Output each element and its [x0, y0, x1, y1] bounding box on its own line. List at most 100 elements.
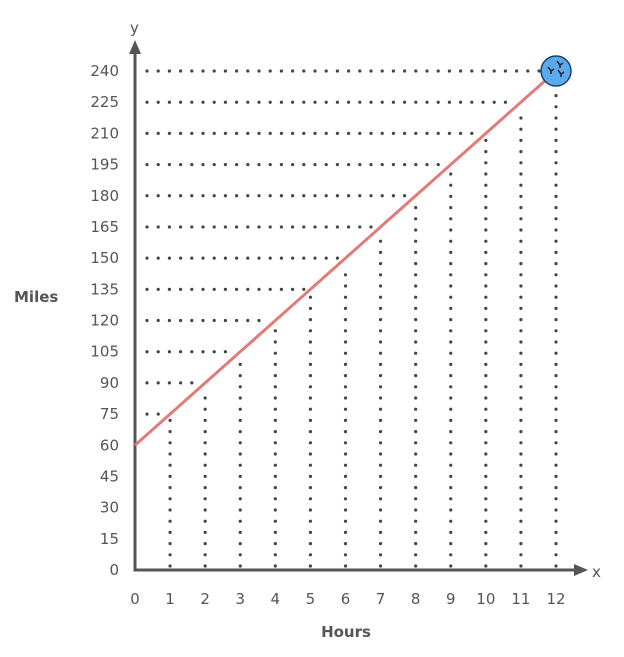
guide-dot: [343, 430, 348, 434]
guide-dot: [484, 441, 488, 445]
series-line: [134, 69, 557, 447]
guide-dot: [554, 519, 558, 523]
guide-dot: [554, 295, 558, 299]
guide-dot: [156, 194, 160, 198]
guide-dot: [156, 131, 160, 135]
guide-dot: [308, 486, 313, 490]
guide-dot: [484, 262, 488, 266]
guide-dot: [380, 69, 384, 73]
y-axis-letter: y: [130, 19, 139, 37]
guide-dot: [378, 396, 383, 400]
guide-dot: [179, 350, 183, 354]
guide-dot: [391, 100, 395, 104]
guide-dot: [238, 486, 242, 490]
bird-shape: [556, 60, 564, 68]
guide-dot: [343, 474, 348, 478]
guide-dot: [335, 162, 339, 167]
guide-dot: [484, 362, 488, 366]
guide-dot: [449, 519, 453, 523]
guide-dot: [519, 418, 523, 422]
guide-dot: [484, 430, 488, 434]
guide-dot: [414, 295, 418, 299]
x-tick-label: 5: [306, 590, 316, 608]
guide-dot: [358, 194, 362, 198]
guide-dot: [484, 250, 488, 254]
guide-dot: [380, 131, 384, 135]
guide-dot: [484, 217, 488, 221]
guide-dot: [179, 318, 183, 323]
guide-dot: [167, 381, 171, 385]
guide-dot: [335, 194, 339, 198]
guide-dot: [519, 250, 523, 254]
guide-dot: [179, 381, 183, 385]
x-tick-label: 10: [476, 590, 495, 608]
guide-dot: [203, 452, 207, 456]
guide-dot: [257, 225, 261, 229]
guide-dot: [449, 284, 453, 288]
guide-dot: [484, 194, 488, 198]
guide-dot: [273, 351, 277, 355]
guide-dot: [369, 194, 373, 198]
guide-dot: [273, 497, 277, 501]
guide-dot: [519, 228, 523, 232]
guide-dot: [519, 295, 523, 299]
x-axis-letter: x: [592, 563, 601, 581]
guide-dot: [378, 318, 383, 322]
guide-dot: [449, 553, 453, 557]
guide-dot: [484, 508, 488, 512]
guide-dot: [554, 340, 558, 344]
guide-dot: [273, 530, 277, 535]
guide-dot: [554, 172, 558, 176]
guide-dot: [519, 508, 523, 512]
guide-dot: [554, 250, 558, 254]
guide-dot: [343, 441, 348, 445]
guide-dot: [369, 162, 373, 167]
guide-dot: [519, 161, 523, 165]
guide-dot: [190, 381, 194, 385]
guide-dot: [484, 329, 488, 333]
guide-dot: [145, 412, 149, 416]
guide-dot: [391, 131, 395, 135]
y-tick-label: 225: [90, 93, 119, 111]
guide-dot: [519, 430, 523, 434]
guide-dot: [519, 239, 523, 243]
guide-dot: [268, 131, 272, 135]
guide-dot: [168, 430, 172, 434]
guide-dot: [484, 318, 488, 322]
guide-dot: [212, 350, 216, 354]
guide-dot: [190, 194, 194, 198]
guide-dot: [212, 131, 216, 135]
guide-dot: [414, 374, 418, 378]
y-tick-label: 240: [90, 62, 119, 80]
guide-dot: [414, 306, 418, 310]
guide-dot: [519, 542, 523, 546]
guide-dot: [145, 225, 149, 229]
guide-dot: [449, 250, 453, 254]
guide-dot: [308, 396, 313, 400]
guide-dot: [156, 256, 160, 260]
guide-dot: [519, 530, 523, 535]
guide-dot: [203, 474, 207, 478]
guide-dot: [203, 463, 207, 467]
guide-dot: [201, 225, 205, 229]
guide-dot: [168, 508, 172, 512]
guide-dot: [378, 497, 383, 501]
guide-dot: [313, 100, 317, 104]
guide-dot: [414, 162, 418, 167]
guide-dot: [212, 194, 216, 198]
guide-dot: [358, 100, 362, 104]
guide-dot: [519, 138, 523, 142]
guide-dot: [156, 412, 160, 416]
guide-dot: [378, 407, 383, 411]
guide-dot: [449, 295, 453, 299]
guide-dot: [203, 430, 207, 434]
guide-dot: [519, 486, 523, 490]
y-axis-arrow: [129, 40, 141, 54]
guide-dot: [519, 474, 523, 478]
guide-dot: [414, 564, 418, 568]
guide-dot: [519, 284, 523, 288]
guide-dot: [343, 564, 348, 568]
guide-dot: [554, 474, 558, 478]
guide-dot: [484, 396, 488, 400]
guide-dot: [273, 385, 277, 389]
